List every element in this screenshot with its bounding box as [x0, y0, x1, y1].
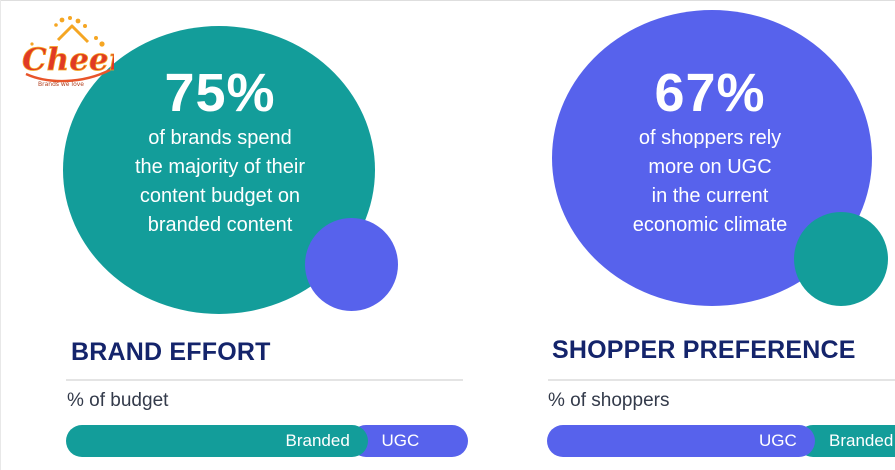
shopper-stat-line-1: of shoppers rely — [638, 127, 782, 149]
shopper-stat: 67% of shoppers rely more on UGC in the … — [590, 62, 830, 240]
bar-label-ugc: UGC — [381, 431, 420, 450]
brand-divider — [66, 379, 463, 381]
brand-stat-line-1: of brands spend — [148, 127, 292, 149]
brand-effort-heading: BRAND EFFORT — [71, 338, 271, 366]
shopper-accent-circle — [794, 212, 888, 306]
shopper-stat-number: 67% — [654, 63, 766, 123]
bar-label-branded: Branded — [285, 431, 350, 450]
shoppers-caption: % of shoppers — [548, 390, 670, 411]
shopper-stat-line-2: more on UGC — [648, 156, 772, 178]
brand-stat: 75% of brands spend the majority of thei… — [95, 62, 345, 240]
bar-segment-ugc — [349, 425, 468, 457]
brand-stat-number: 75% — [164, 63, 276, 123]
brand-stat-line-2: the majority of their — [134, 156, 306, 178]
brand-accent-circle — [305, 218, 398, 311]
shopper-preference-heading: SHOPPER PREFERENCE — [552, 336, 856, 364]
shopper-stat-line-3: in the current — [651, 185, 769, 207]
brand-effort-bar: UGC Branded — [66, 425, 468, 457]
shopper-preference-bar: Branded UGC — [547, 425, 895, 457]
top-border — [0, 0, 895, 1]
cheer-logo-icon: Cheer Brands we love — [22, 16, 114, 88]
svg-text:Brands we love: Brands we love — [38, 81, 84, 88]
bar-segment-branded — [66, 425, 368, 457]
left-border — [0, 0, 1, 470]
budget-caption: % of budget — [67, 390, 169, 411]
shopper-stat-line-4: economic climate — [632, 214, 788, 236]
bar-label-ugc: UGC — [759, 431, 797, 450]
bar-segment-ugc — [547, 425, 815, 457]
shopper-divider — [548, 379, 895, 381]
brand-stat-line-3: content budget on — [139, 185, 301, 207]
svg-text:Cheer: Cheer — [22, 42, 114, 78]
brand-stat-line-4: branded content — [147, 214, 293, 236]
bar-label-branded: Branded — [829, 431, 894, 450]
